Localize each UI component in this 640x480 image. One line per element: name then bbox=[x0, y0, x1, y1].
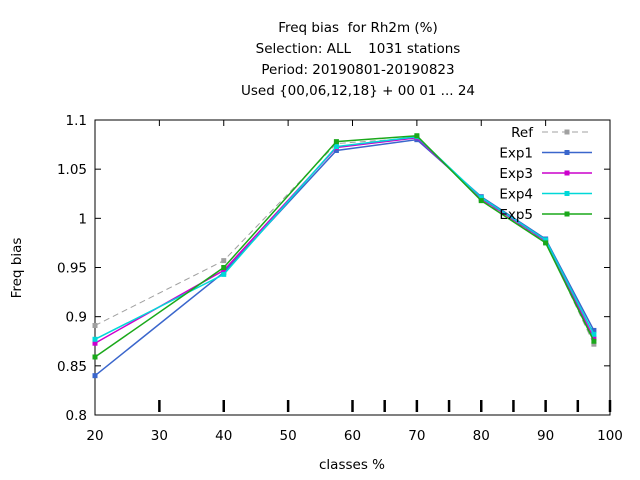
y-tick-label: 0.95 bbox=[57, 261, 87, 277]
data-point-exp1 bbox=[333, 147, 339, 153]
x-tick-label: 30 bbox=[151, 428, 168, 444]
data-point-exp5 bbox=[92, 354, 98, 360]
data-point-exp4 bbox=[92, 336, 98, 342]
legend-marker-ref bbox=[564, 129, 570, 135]
data-point-exp5 bbox=[591, 338, 597, 344]
x-tick-label: 90 bbox=[537, 428, 554, 444]
data-point-exp3 bbox=[92, 340, 98, 346]
data-point-exp4 bbox=[478, 195, 484, 201]
chart-title: Freq bias for Rh2m (%) Selection: ALL 10… bbox=[0, 18, 640, 102]
x-tick-label: 50 bbox=[280, 428, 297, 444]
legend-marker-exp1 bbox=[564, 150, 570, 155]
title-line-3: Period: 20190801-20190823 bbox=[261, 62, 455, 78]
legend-label-ref: Ref bbox=[511, 125, 534, 141]
data-point-exp3 bbox=[591, 335, 597, 341]
data-point-exp5 bbox=[543, 240, 549, 246]
y-tick-label: 0.8 bbox=[66, 408, 87, 424]
title-line-2: Selection: ALL 1031 stations bbox=[255, 41, 461, 57]
axis-ticks: 0.8 0.85 0.9 0.95 1 1.05 1.1 20 30 40 50 60 70 80 90 10… bbox=[57, 113, 623, 444]
legend-label-exp3: Exp3 bbox=[499, 166, 533, 182]
legend-label-exp1: Exp1 bbox=[499, 146, 533, 162]
y-tick-label: 1.05 bbox=[57, 162, 87, 178]
x-tick-label: 40 bbox=[215, 428, 232, 444]
data-point-ref bbox=[591, 341, 597, 347]
data-point-exp5 bbox=[478, 198, 484, 204]
data-point-exp4 bbox=[221, 271, 227, 277]
y-tick-label: 1 bbox=[78, 211, 87, 227]
title-line-1: Freq bias for Rh2m (%) bbox=[278, 20, 438, 36]
x-tick-label: 20 bbox=[86, 428, 103, 444]
data-point-exp1 bbox=[591, 327, 597, 333]
x-axis-label: classes % bbox=[319, 457, 385, 473]
data-point-exp3 bbox=[221, 267, 227, 273]
data-point-exp5 bbox=[333, 139, 339, 145]
x-tick-label: 80 bbox=[473, 428, 490, 444]
legend-label-exp5: Exp5 bbox=[499, 207, 533, 223]
legend-label-exp4: Exp4 bbox=[499, 187, 533, 203]
data-point-exp4 bbox=[543, 237, 549, 243]
legend-marker-exp5 bbox=[564, 211, 570, 217]
data-point-exp1 bbox=[92, 373, 98, 379]
plot-frame bbox=[94, 119, 611, 416]
title-line-4: Used {00,06,12,18} + 00 01 ... 24 bbox=[240, 83, 476, 99]
data-point-ref bbox=[221, 258, 227, 264]
data-point-exp4 bbox=[333, 144, 339, 150]
data-point-exp4 bbox=[591, 331, 597, 337]
x-tick-label: 60 bbox=[344, 428, 361, 444]
x-tick-label: 100 bbox=[597, 428, 623, 444]
y-tick-label: 0.85 bbox=[57, 359, 87, 375]
x-tick-label: 70 bbox=[408, 428, 425, 444]
data-point-exp5 bbox=[221, 265, 227, 270]
data-point-ref bbox=[92, 323, 98, 329]
y-tick-label: 0.9 bbox=[66, 310, 87, 326]
data-point-exp5 bbox=[414, 133, 420, 139]
series-group bbox=[92, 133, 597, 379]
y-axis-label: Freq bias bbox=[9, 238, 25, 299]
legend-marker-exp4 bbox=[564, 191, 570, 196]
y-tick-label: 1.1 bbox=[66, 113, 87, 129]
legend-marker-exp3 bbox=[564, 170, 570, 176]
legend: Ref Exp1 Exp3 Exp4 Exp5 bbox=[499, 125, 592, 223]
